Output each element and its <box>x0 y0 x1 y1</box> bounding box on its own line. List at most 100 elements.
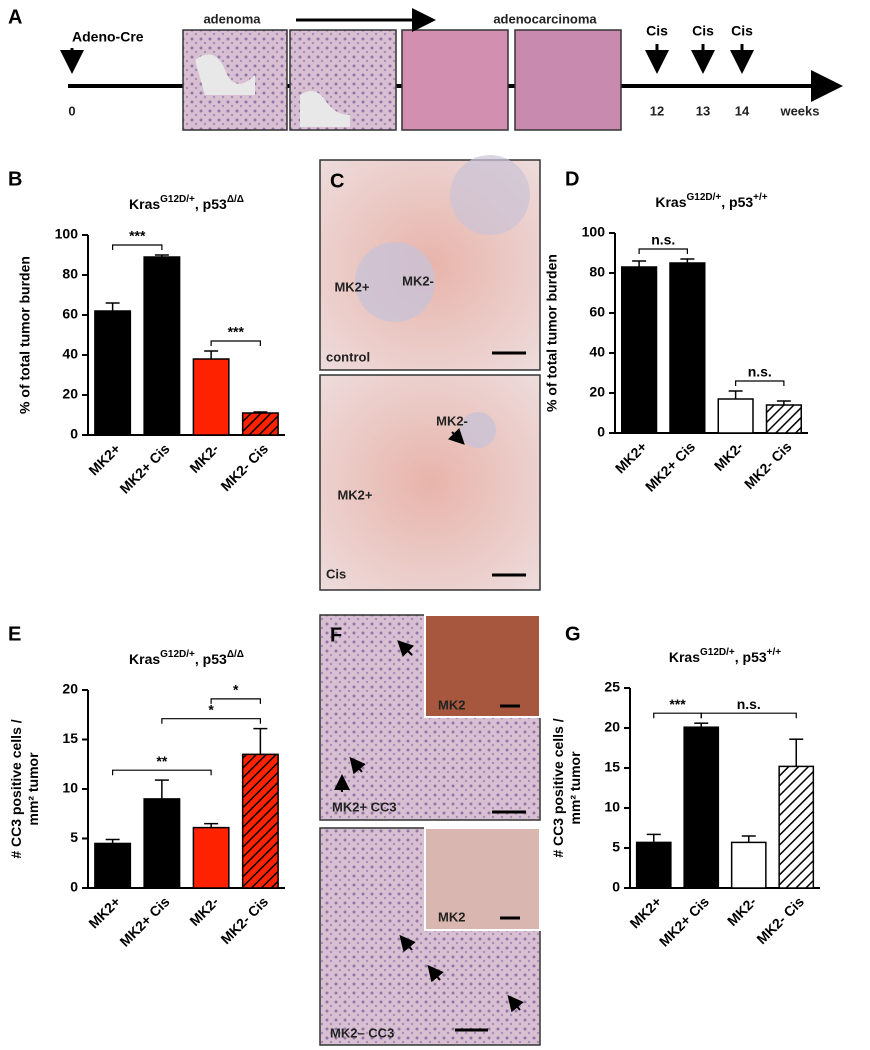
y-tick-label: 80 <box>589 264 605 280</box>
bar <box>241 753 279 889</box>
y-tick-label: 25 <box>604 679 620 695</box>
y-tick-label: 5 <box>70 829 78 845</box>
y-tick-label: 0 <box>597 424 605 440</box>
histology-image <box>182 29 288 131</box>
panel-label: A <box>8 6 22 28</box>
significance-bracket <box>700 712 797 719</box>
significance-label: ** <box>156 753 167 769</box>
arrow <box>349 756 366 775</box>
time-label: 13 <box>696 103 710 118</box>
image-caption: Cis <box>326 566 346 581</box>
histology-image <box>401 29 509 131</box>
arrow <box>427 964 444 983</box>
panel-label: C <box>330 170 344 192</box>
y-tick-label: 100 <box>55 226 79 242</box>
significance-label: n.s. <box>748 364 772 380</box>
bar <box>717 398 754 434</box>
treatment-label: Cis <box>646 23 668 39</box>
histology-image <box>514 29 622 131</box>
error-bar <box>105 838 120 844</box>
tumor-region <box>450 155 530 235</box>
significance-label: * <box>208 701 214 717</box>
y-tick-label: 15 <box>62 730 78 746</box>
y-axis-label: mm² tumor <box>25 752 41 826</box>
error-bar <box>204 350 219 359</box>
tumor-region <box>460 412 496 448</box>
y-tick-label: 10 <box>62 780 78 796</box>
title-part: Kras <box>129 196 160 212</box>
title-part: Kras <box>129 651 160 667</box>
error-bar <box>694 722 709 728</box>
chart-title: KrasG12D/+, p53Δ/Δ <box>129 194 244 212</box>
x-tick-label: MK2- <box>186 440 222 476</box>
significance-label: *** <box>228 324 245 340</box>
timeline-label: Adeno-Cre <box>72 29 144 45</box>
significance-label: *** <box>669 696 686 712</box>
title-part: G12D/+ <box>160 649 195 660</box>
x-tick-label: MK2+ Cis <box>656 893 712 949</box>
significance-bracket <box>210 340 261 346</box>
y-tick-label: 80 <box>62 266 78 282</box>
significance-bracket <box>210 698 261 704</box>
x-tick-label: MK2- Cis <box>217 893 271 947</box>
title-part: Kras <box>669 649 700 665</box>
treatment-label: Cis <box>692 23 714 39</box>
title-part: Δ/Δ <box>227 194 244 205</box>
arrow <box>447 427 465 445</box>
time-label: weeks <box>779 103 819 118</box>
x-tick-label: MK2- Cis <box>753 893 807 947</box>
lumen <box>195 54 255 95</box>
y-tick-label: 5 <box>612 839 620 855</box>
x-tick-label: MK2+ Cis <box>116 893 172 949</box>
region-label: MK2+ <box>337 487 372 502</box>
y-tick-label: 60 <box>589 304 605 320</box>
arrow <box>397 640 415 658</box>
bar <box>143 256 181 436</box>
significance-label: n.s. <box>737 696 761 712</box>
chart-title: KrasG12D/+, p53+/+ <box>655 192 767 210</box>
error-bar <box>105 302 120 311</box>
y-tick-label: 40 <box>62 346 78 362</box>
y-axis-label: % of total tumor burden <box>17 256 33 414</box>
y-tick-label: 0 <box>612 879 620 895</box>
panel-label: B <box>8 168 22 190</box>
title-part: G12D/+ <box>160 194 195 205</box>
bar <box>241 412 279 436</box>
inset-image <box>424 827 541 931</box>
image-caption: MK2+ CC3 <box>332 799 397 814</box>
x-tick-label: MK2+ Cis <box>642 438 698 494</box>
time-label: 12 <box>650 103 664 118</box>
title-part: Kras <box>655 194 686 210</box>
title-part: +/+ <box>767 647 782 658</box>
significance-label: n.s. <box>651 232 675 248</box>
title-part: Δ/Δ <box>227 649 244 660</box>
title-part: G12D/+ <box>700 647 735 658</box>
image-caption: MK2– CC3 <box>330 1025 394 1040</box>
time-label: 0 <box>68 103 75 118</box>
x-tick-label: MK2- Cis <box>741 438 795 492</box>
inset-image <box>424 614 541 718</box>
y-tick-label: 100 <box>582 224 606 240</box>
error-bar <box>154 254 169 257</box>
x-tick-label: MK2- Cis <box>217 440 271 494</box>
error-bar <box>204 822 219 828</box>
bar <box>730 841 767 889</box>
y-tick-label: 60 <box>62 306 78 322</box>
inset-label: MK2 <box>438 697 465 712</box>
significance-bracket <box>112 769 212 776</box>
bar <box>635 841 672 889</box>
inset-label: MK2 <box>438 909 465 924</box>
x-tick-label: MK2+ <box>85 440 123 478</box>
stage-label: adenocarcinoma <box>493 11 597 26</box>
y-tick-label: 20 <box>604 719 620 735</box>
bar <box>765 404 802 434</box>
bar <box>192 826 230 889</box>
y-tick-label: 20 <box>62 681 78 697</box>
title-part: G12D/+ <box>687 192 722 203</box>
x-tick-label: MK2- <box>186 893 222 929</box>
chart-title: KrasG12D/+, p53Δ/Δ <box>129 649 244 667</box>
significance-bracket <box>161 718 261 724</box>
bar <box>778 765 815 889</box>
error-bar <box>253 727 268 755</box>
error-bar <box>632 260 647 267</box>
